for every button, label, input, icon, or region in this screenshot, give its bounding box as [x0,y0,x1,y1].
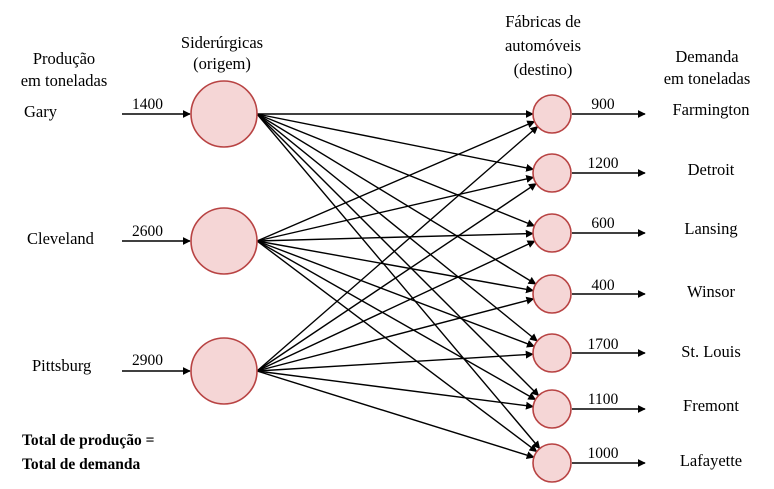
edge-cleveland-to-fremont [256,240,537,401]
supply-value: 2600 [132,223,163,240]
balance-note-line1: Total de produção = [22,432,154,449]
demand-value: 600 [591,215,615,232]
edge-cleveland-to-lafayette [256,240,538,453]
edge-cleveland-to-farmington [256,120,536,242]
sources-header-line1: Siderúrgicas [181,33,263,52]
balance-note-line2: Total de demanda [22,456,141,473]
production-header-line1: Produção [33,49,95,68]
edge-gary-to-fremont [256,113,540,397]
edge-gary-to-winsor [256,113,537,285]
destination-winsor: 400 Winsor [532,274,735,314]
demand-value: 400 [591,277,615,294]
production-header-line2: em toneladas [21,71,108,90]
sources-header-line2: (origem) [193,54,251,73]
destination-node [532,389,572,429]
demand-header-line1: Demanda [675,47,739,66]
destinations-header: Fábricas de automóveis (destino) [505,12,581,79]
destination-name: Detroit [688,160,735,179]
edge-pittsburg-to-lafayette [256,370,535,459]
source-node [190,207,258,275]
destination-lansing: 600 Lansing [532,213,738,253]
sources-header: Siderúrgicas (origem) [181,33,263,73]
destination-node [532,274,572,314]
demand-value: 900 [591,96,615,113]
source-gary: Gary 1400 [24,80,258,148]
edge-pittsburg-to-detroit [256,183,537,372]
demand-header-line2: em toneladas [664,69,751,88]
destination-fremont: 1100 Fremont [532,389,739,429]
destination-lafayette: 1000 Lafayette [532,443,742,483]
edge-cleveland-to-winsor [256,240,535,294]
edge-pittsburg-to-farmington [256,125,539,372]
destination-node [532,443,572,483]
edges-group [256,110,541,459]
supply-value: 2900 [132,352,163,369]
source-pittsburg: Pittsburg 2900 [32,337,258,405]
edge-gary-to-detroit [256,113,535,172]
edge-pittsburg-to-st-louis [256,350,534,372]
source-name: Gary [24,102,58,121]
destinations-header-line2: automóveis [505,36,581,55]
source-node [190,337,258,405]
destination-name: Winsor [687,282,735,301]
edge-cleveland-to-detroit [256,175,535,242]
edge-gary-to-st-louis [256,113,538,342]
demand-header: Demanda em toneladas [664,47,751,88]
source-name: Pittsburg [32,356,91,375]
edge-cleveland-to-st-louis [256,240,535,348]
destination-node [532,333,572,373]
destination-name: Fremont [683,396,739,415]
destination-detroit: 1200 Detroit [532,153,735,193]
supply-value: 1400 [132,96,163,113]
destination-name: Lansing [684,219,737,238]
destination-st-louis: 1700 St. Louis [532,333,741,373]
demand-value: 1000 [588,445,619,462]
edge-pittsburg-to-fremont [256,370,534,410]
balance-note: Total de produção = Total de demanda [22,432,154,473]
edge-cleveland-to-lansing [256,229,534,242]
edge-gary-to-lansing [256,113,536,227]
destination-node [532,153,572,193]
demand-value: 1100 [588,391,619,408]
demand-value: 1200 [588,155,619,172]
destination-node [532,213,572,253]
destination-node [532,94,572,134]
destinations-header-line3: (destino) [514,60,573,79]
source-name: Cleveland [27,229,95,248]
edge-pittsburg-to-winsor [256,296,535,372]
destination-name: St. Louis [681,342,741,361]
edge-pittsburg-to-lansing [256,240,536,372]
destination-farmington: 900 Farmington [532,94,750,134]
production-header: Produção em toneladas [21,49,108,90]
source-cleveland: Cleveland 2600 [27,207,258,275]
destinations-header-line1: Fábricas de [505,12,581,31]
demand-value: 1700 [588,336,619,353]
source-node [190,80,258,148]
destination-name: Lafayette [680,451,742,470]
destination-name: Farmington [673,100,750,119]
edge-gary-to-lafayette [256,113,541,450]
